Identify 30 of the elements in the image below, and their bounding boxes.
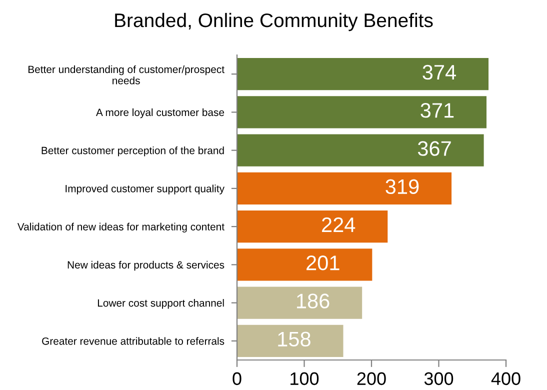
y-tick-label: Validation of new ideas for marketing content	[17, 222, 224, 232]
data-label: 224	[322, 217, 356, 232]
data-label: 319	[386, 179, 419, 194]
data-label: 186	[297, 294, 330, 308]
data-label: 371	[420, 103, 454, 118]
y-tick-label: Better customer perception of the brand	[42, 146, 224, 156]
bar	[237, 248, 372, 281]
bar	[237, 324, 344, 357]
bar	[237, 286, 362, 319]
x-tick-label: 200	[357, 372, 386, 386]
y-tick-label: A more loyal customer base	[96, 108, 224, 118]
y-tick-label: Lower cost support channel	[98, 299, 224, 309]
y-tick-label: Greater revenue attributable to referrals	[42, 337, 224, 345]
data-label: 374	[422, 64, 456, 80]
data-label: 367	[418, 141, 451, 156]
bar	[237, 210, 388, 243]
x-tick-label: 0	[232, 372, 242, 386]
data-label: 201	[306, 256, 340, 270]
y-tick-label: Better understanding of customer/prospect needs	[28, 65, 224, 84]
bar	[237, 58, 489, 90]
x-tick-label: 400	[491, 372, 520, 386]
x-tick-label: 300	[424, 372, 454, 386]
bar	[237, 172, 452, 204]
x-tick-label: 100	[290, 372, 319, 386]
bar	[237, 96, 486, 128]
bar	[237, 134, 484, 166]
chart-title: Branded, Online Community Benefits	[115, 12, 433, 32]
data-label: 158	[278, 332, 310, 347]
y-tick-label: Improved customer support quality	[66, 184, 224, 194]
y-tick-label: New ideas for products & services	[68, 260, 224, 271]
